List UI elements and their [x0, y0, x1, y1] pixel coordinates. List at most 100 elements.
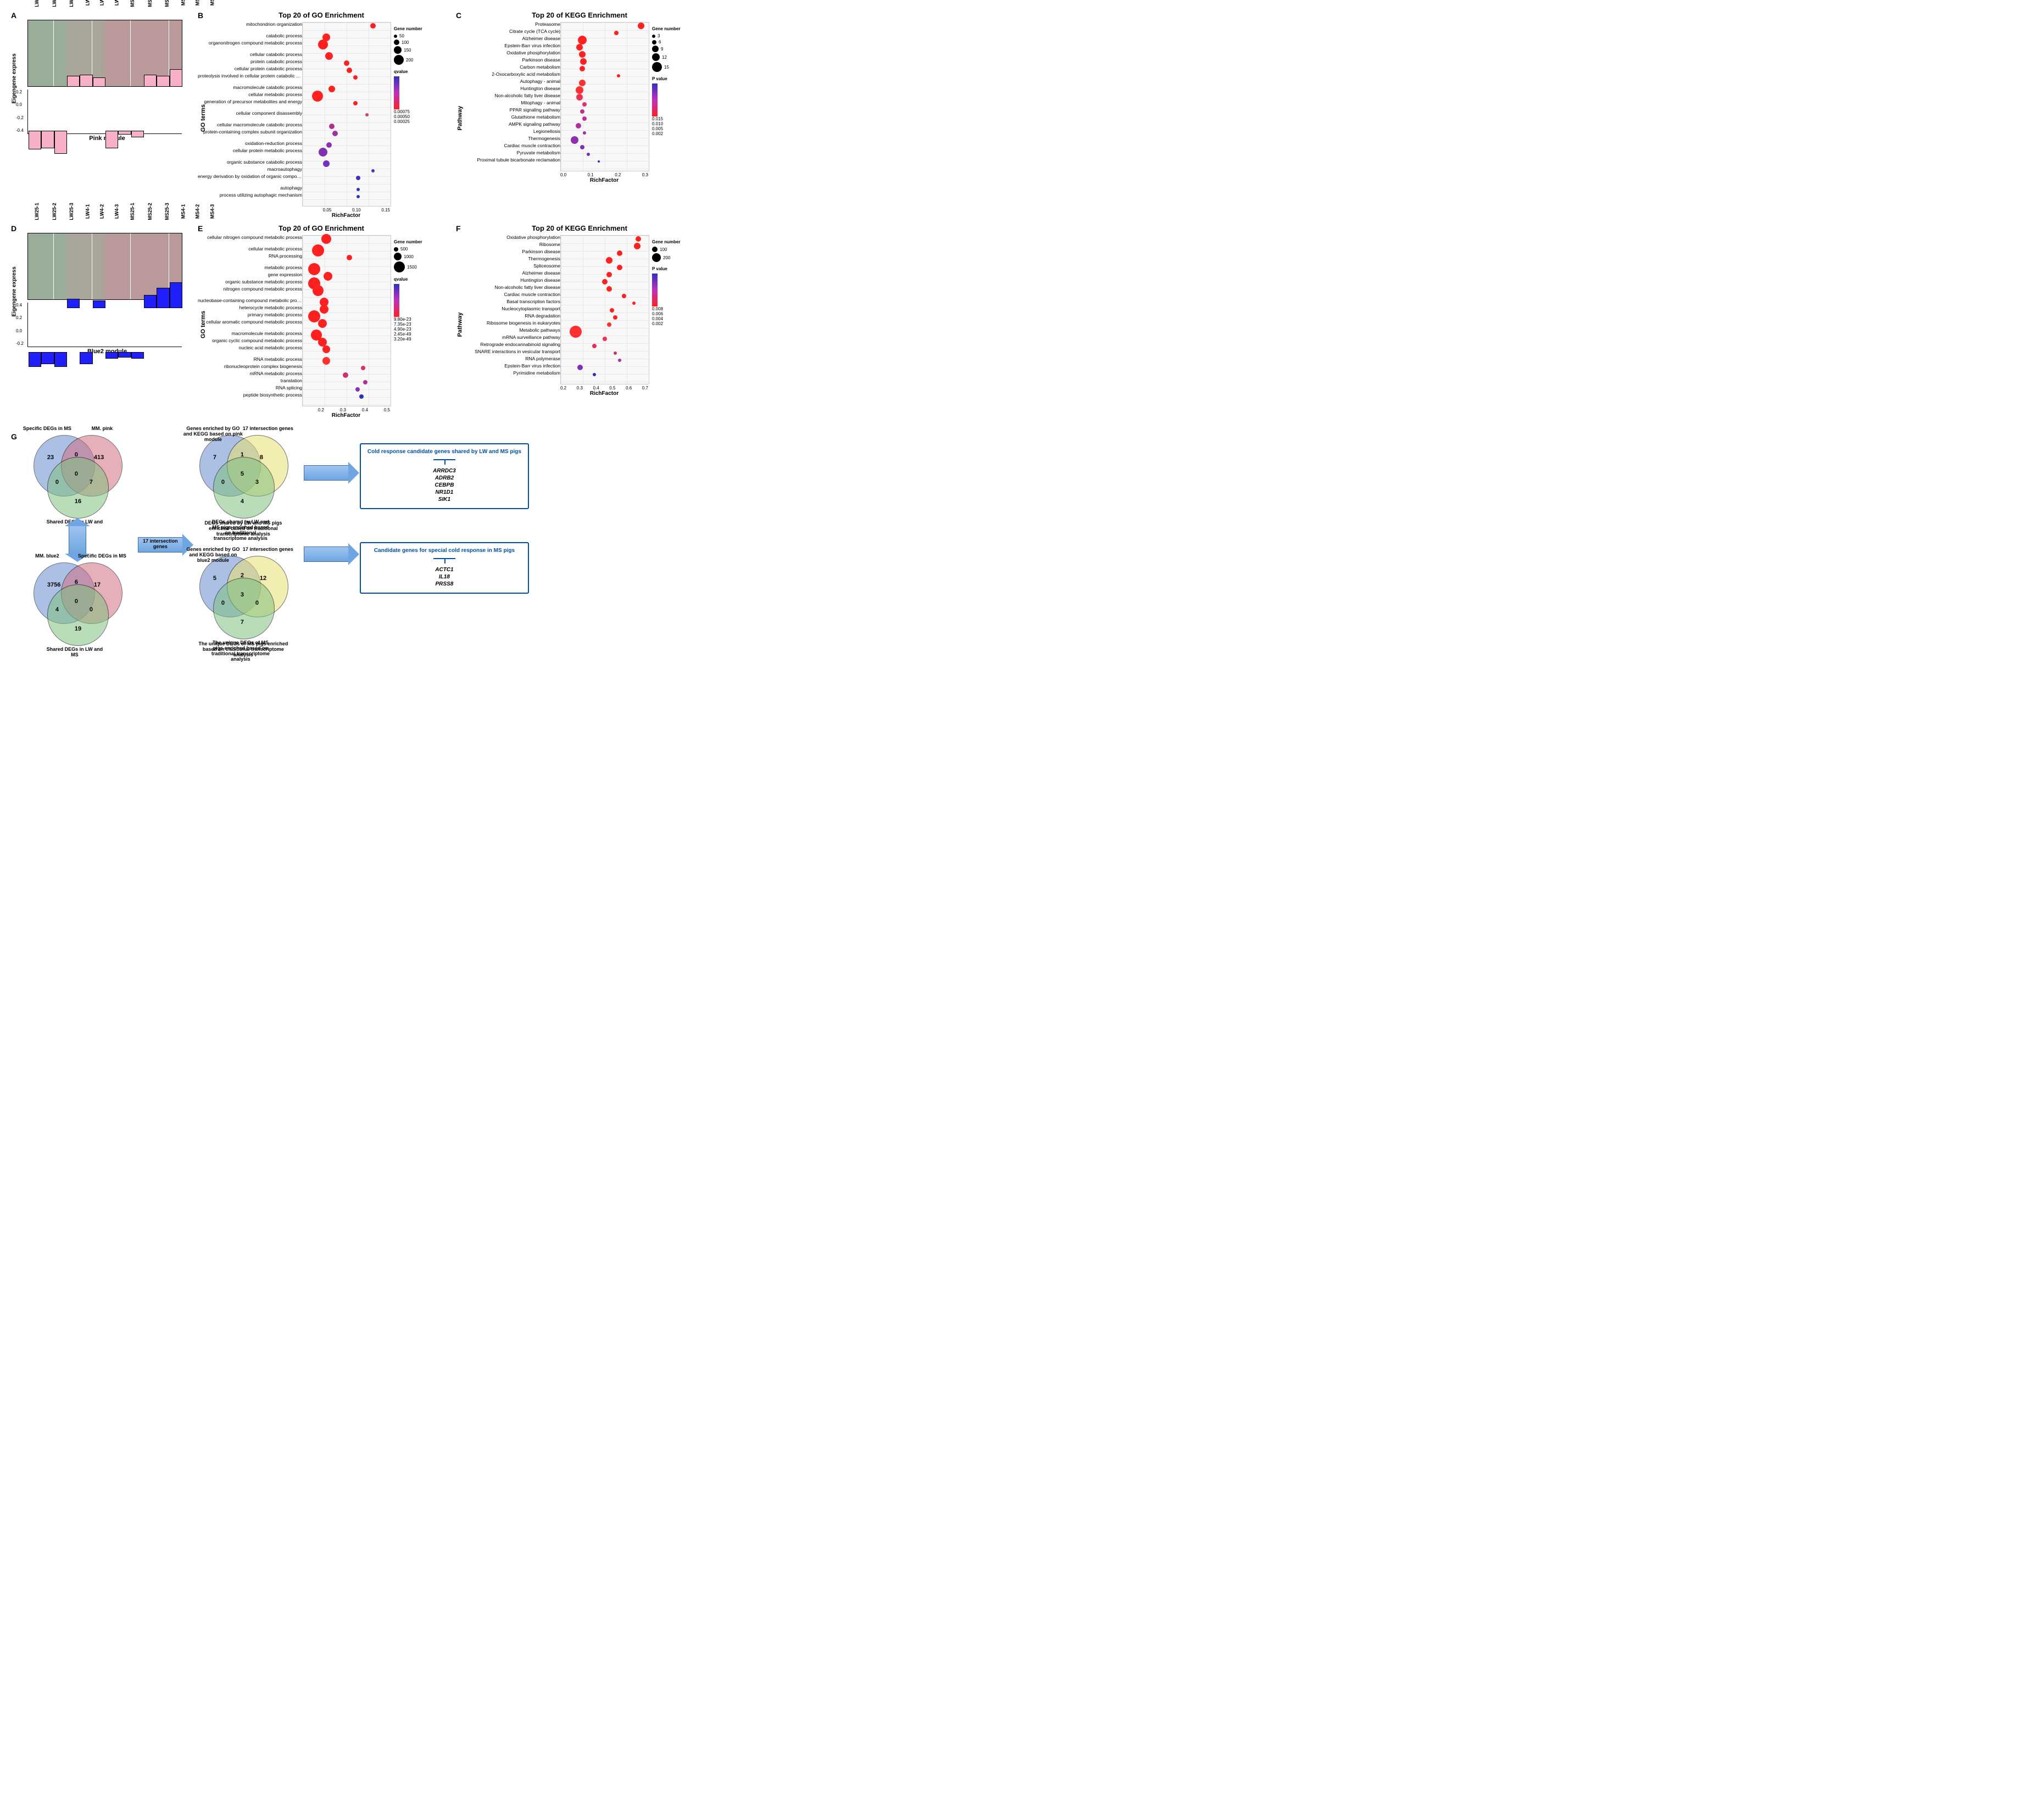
y-axis-label: Pathway: [456, 313, 463, 337]
term-label: Huntington disease: [456, 278, 560, 285]
term-label: Carbon metabolism: [456, 65, 560, 72]
data-point: [617, 250, 622, 256]
venn-label: 17 intersection genes: [238, 426, 298, 431]
venn-count: 6: [75, 579, 78, 585]
data-point: [356, 176, 360, 180]
term-label: Non-alcoholic fatty liver disease: [456, 285, 560, 292]
term-label: SNARE interactions in vesicular transpor…: [456, 349, 560, 356]
data-point: [312, 91, 323, 102]
gene-box: Candidate genes for special cold respons…: [360, 542, 529, 594]
term-label: 2-Oxocarboxylic acid metabolism: [456, 72, 560, 79]
data-point: [614, 352, 617, 355]
venn-count: 0: [75, 451, 78, 458]
data-point: [353, 75, 358, 80]
term-label: macromolecule catabolic process: [198, 85, 302, 92]
data-point: [325, 52, 333, 60]
term-label: Proteasome: [456, 22, 560, 29]
sample-label: LW4-3: [114, 204, 119, 219]
venn-count: 5: [241, 471, 244, 477]
dotplot-panel: CTop 20 of KEGG EnrichmentPathwayProteas…: [456, 11, 703, 219]
data-point: [371, 169, 375, 172]
data-point: [328, 86, 335, 92]
data-point: [363, 380, 367, 384]
venn-count: 1: [241, 451, 244, 458]
gene-box: Cold response candidate genes shared by …: [360, 443, 529, 509]
data-point: [610, 308, 614, 313]
venn-label: Specific DEGs in MS: [72, 553, 132, 559]
sample-label: LW25-2: [51, 0, 57, 7]
term-label: organic substance catabolic process: [198, 160, 302, 167]
term-label: organonitrogen compound metabolic proces…: [198, 41, 302, 48]
gene-name: ADRB2: [367, 475, 521, 481]
term-label: Pyruvate metabolism: [456, 150, 560, 158]
term-label: Retrograde endocannabinoid signaling: [456, 342, 560, 349]
data-point: [577, 365, 583, 370]
term-label: Cardiac muscle contraction: [456, 292, 560, 299]
y-axis-label: GO terms: [200, 104, 207, 132]
sample-label: MS25-3: [164, 0, 170, 7]
venn-label: 17 intersection genes: [238, 546, 298, 552]
panel-label: B: [198, 11, 203, 20]
data-point: [322, 357, 330, 365]
venn-count: 0: [55, 479, 59, 486]
legend: Gene number100200P value0.0080.0060.0040…: [652, 235, 693, 384]
term-label: Parkinson disease: [456, 249, 560, 256]
legend: Gene number50100150200qvalue0.000750.000…: [394, 22, 435, 207]
venn-count: 7: [241, 619, 244, 626]
sample-label: LW25-2: [51, 203, 57, 220]
term-label: Cardiac muscle contraction: [456, 143, 560, 150]
data-point: [634, 243, 641, 249]
y-axis-label: Pathway: [456, 106, 463, 131]
data-point: [355, 387, 360, 392]
term-label: macromolecule metabolic process: [198, 331, 302, 338]
data-point: [580, 109, 584, 114]
data-point: [617, 265, 622, 270]
venn-label: The unique DEGs of MS pigs enriched base…: [210, 640, 271, 662]
data-point: [321, 234, 331, 244]
data-point: [347, 255, 352, 260]
data-point: [582, 102, 587, 107]
venn-count: 4: [241, 498, 244, 505]
box-title: Cold response candidate genes shared by …: [367, 449, 521, 455]
term-label: RNA splicing: [198, 386, 302, 393]
venn-count: 0: [75, 598, 78, 605]
data-point: [318, 40, 328, 49]
sample-label: LW4-1: [85, 0, 90, 5]
heatmap-panel: DLW25-1LW25-2LW25-3LW4-1LW4-2LW4-3MS25-1…: [11, 224, 187, 419]
data-point: [322, 345, 330, 353]
data-point: [593, 373, 596, 376]
term-label: organic cyclic compound metabolic proces…: [198, 338, 302, 345]
x-axis-label: RichFactor: [560, 177, 648, 183]
data-point: [579, 80, 586, 86]
gene-name: CEBPB: [367, 482, 521, 488]
data-point: [578, 36, 587, 44]
term-labels: ProteasomeCitrate cycle (TCA cycle)Alzhe…: [456, 22, 560, 171]
data-point: [576, 94, 583, 101]
data-point: [592, 344, 597, 348]
dotplot-panel: ETop 20 of GO EnrichmentGO termscellular…: [198, 224, 445, 419]
sample-label: LW4-2: [99, 0, 104, 5]
data-point: [579, 51, 586, 58]
term-label: generation of precursor metabolites and …: [198, 99, 302, 107]
panel-label: A: [11, 11, 187, 20]
venn-count: 17: [94, 582, 101, 588]
data-point: [607, 322, 611, 327]
venn-count: 2: [241, 572, 244, 579]
double-arrow-icon: [69, 526, 86, 554]
x-axis-label: RichFactor: [302, 412, 390, 419]
data-point: [347, 68, 352, 73]
venn-count: 12: [260, 575, 266, 582]
term-label: Citrate cycle (TCA cycle): [456, 29, 560, 36]
term-label: RNA polymerase: [456, 356, 560, 364]
term-label: mRNA surveillance pathway: [456, 335, 560, 342]
plot-area: [302, 235, 391, 406]
data-point: [582, 116, 587, 121]
y-axis-label: GO terms: [200, 311, 207, 338]
data-point: [365, 113, 369, 116]
term-label: Nucleocytoplasmic transport: [456, 306, 560, 314]
term-label: catabolic process: [198, 34, 302, 41]
sample-label: LW25-1: [34, 203, 40, 220]
term-label: mitochondrion organization: [198, 22, 302, 29]
data-point: [636, 236, 641, 242]
data-point: [576, 86, 583, 94]
